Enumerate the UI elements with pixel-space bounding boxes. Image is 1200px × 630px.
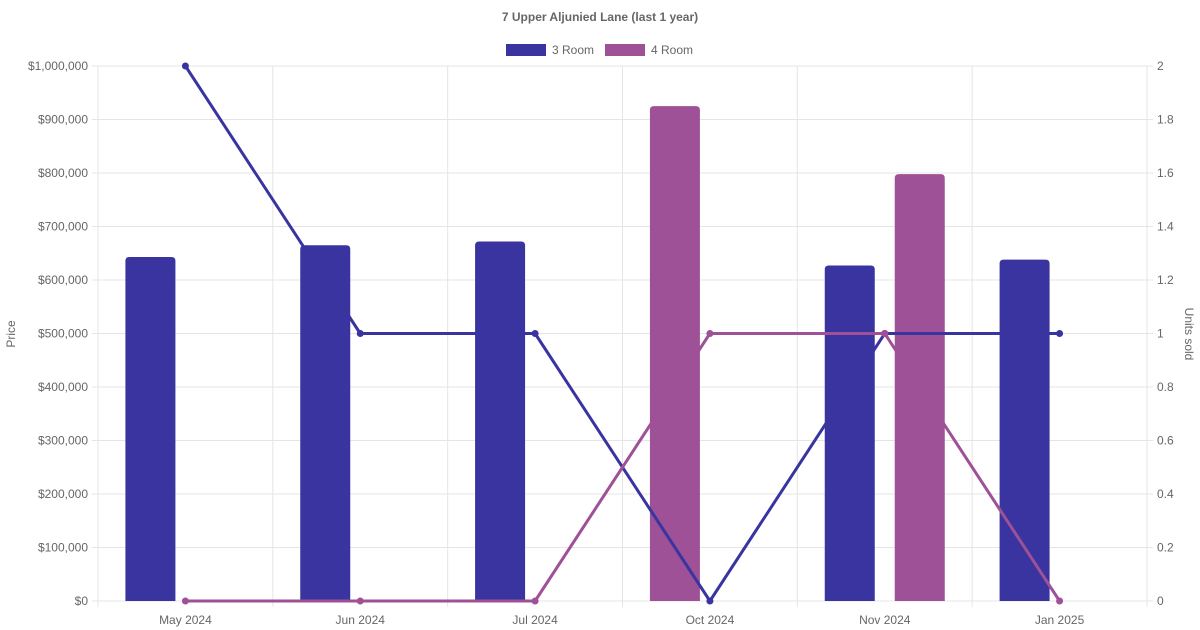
x-tick-label: Nov 2024 (859, 613, 911, 627)
y-left-tick-label: $600,000 (38, 273, 88, 287)
bar-3-room (999, 259, 1050, 601)
bar-3-room (300, 245, 351, 601)
y-left-tick-label: $0 (75, 594, 89, 608)
legend-label-4-room: 4 Room (651, 43, 693, 57)
bars (125, 106, 1050, 602)
y-left-tick-label: $200,000 (38, 487, 88, 501)
grid (97, 65, 1148, 607)
y-right-tick-label: 1 (1157, 327, 1164, 341)
legend-label-3-room: 3 Room (552, 43, 594, 57)
y-left-tick-label: $700,000 (38, 220, 88, 234)
y-left-tick-label: $500,000 (38, 327, 88, 341)
y-right-axis-title: Units sold (1182, 308, 1196, 361)
y-right-tick-label: 1.8 (1157, 113, 1174, 127)
bar-3-room (125, 256, 176, 601)
x-tick-label: May 2024 (159, 613, 212, 627)
y-right-tick-label: 1.2 (1157, 273, 1174, 287)
legend-swatch-4-room (605, 44, 645, 56)
y-left-axis-title: Price (4, 320, 18, 348)
y-left-tick-label: $100,000 (38, 541, 88, 555)
y-right-tick-label: 0.4 (1157, 487, 1174, 501)
point-units-4-room (531, 597, 539, 605)
point-units-4-room (356, 597, 364, 605)
y-right-tick-label: 0.2 (1157, 541, 1174, 555)
point-units-4-room (706, 330, 714, 337)
legend-swatch-3-room (506, 44, 546, 56)
y-right-tick-label: 2 (1157, 59, 1164, 73)
left-axis: $0 $100,000 $200,000 $300,000 $400,000 $500,0… (28, 59, 98, 608)
point-units-4-room (181, 597, 189, 605)
point-units-3-room (181, 62, 189, 70)
x-axis: May 2024 Jun 2024 Jul 2024 Oct 2024 Nov 2024… (159, 613, 1085, 627)
y-left-tick-label: $300,000 (38, 434, 88, 448)
y-left-tick-label: $900,000 (38, 113, 88, 127)
y-right-tick-label: 1.4 (1157, 220, 1174, 234)
y-left-tick-label: $800,000 (38, 166, 88, 180)
point-units-4-room (881, 330, 889, 337)
y-right-tick-label: 0.8 (1157, 380, 1174, 394)
point-units-3-room (531, 330, 539, 337)
y-right-tick-label: 0.6 (1157, 434, 1174, 448)
y-right-tick-label: 0 (1157, 594, 1164, 608)
bar-3-room (824, 265, 875, 601)
lines (181, 62, 1064, 605)
bar-4-room (649, 106, 700, 601)
y-left-tick-label: $400,000 (38, 380, 88, 394)
point-units-4-room (1056, 597, 1064, 605)
legend: 3 Room 4 Room (506, 43, 693, 57)
line-units-4-room (185, 332, 1061, 603)
x-tick-label: Oct 2024 (686, 613, 735, 627)
right-axis: 0 0.2 0.4 0.6 0.8 1 1.2 1.4 1.6 1.8 2 (1147, 59, 1174, 608)
x-tick-label: Jul 2024 (512, 613, 558, 627)
point-units-3-room (1056, 330, 1064, 337)
chart-title: 7 Upper Aljunied Lane (last 1 year) (502, 10, 698, 24)
bar-3-room (475, 241, 526, 602)
x-tick-label: Jan 2025 (1035, 613, 1085, 627)
y-right-tick-label: 1.6 (1157, 166, 1174, 180)
y-left-tick-label: $1,000,000 (28, 59, 88, 73)
x-tick-label: Jun 2024 (336, 613, 386, 627)
point-units-3-room (356, 330, 364, 337)
point-units-3-room (706, 597, 714, 605)
